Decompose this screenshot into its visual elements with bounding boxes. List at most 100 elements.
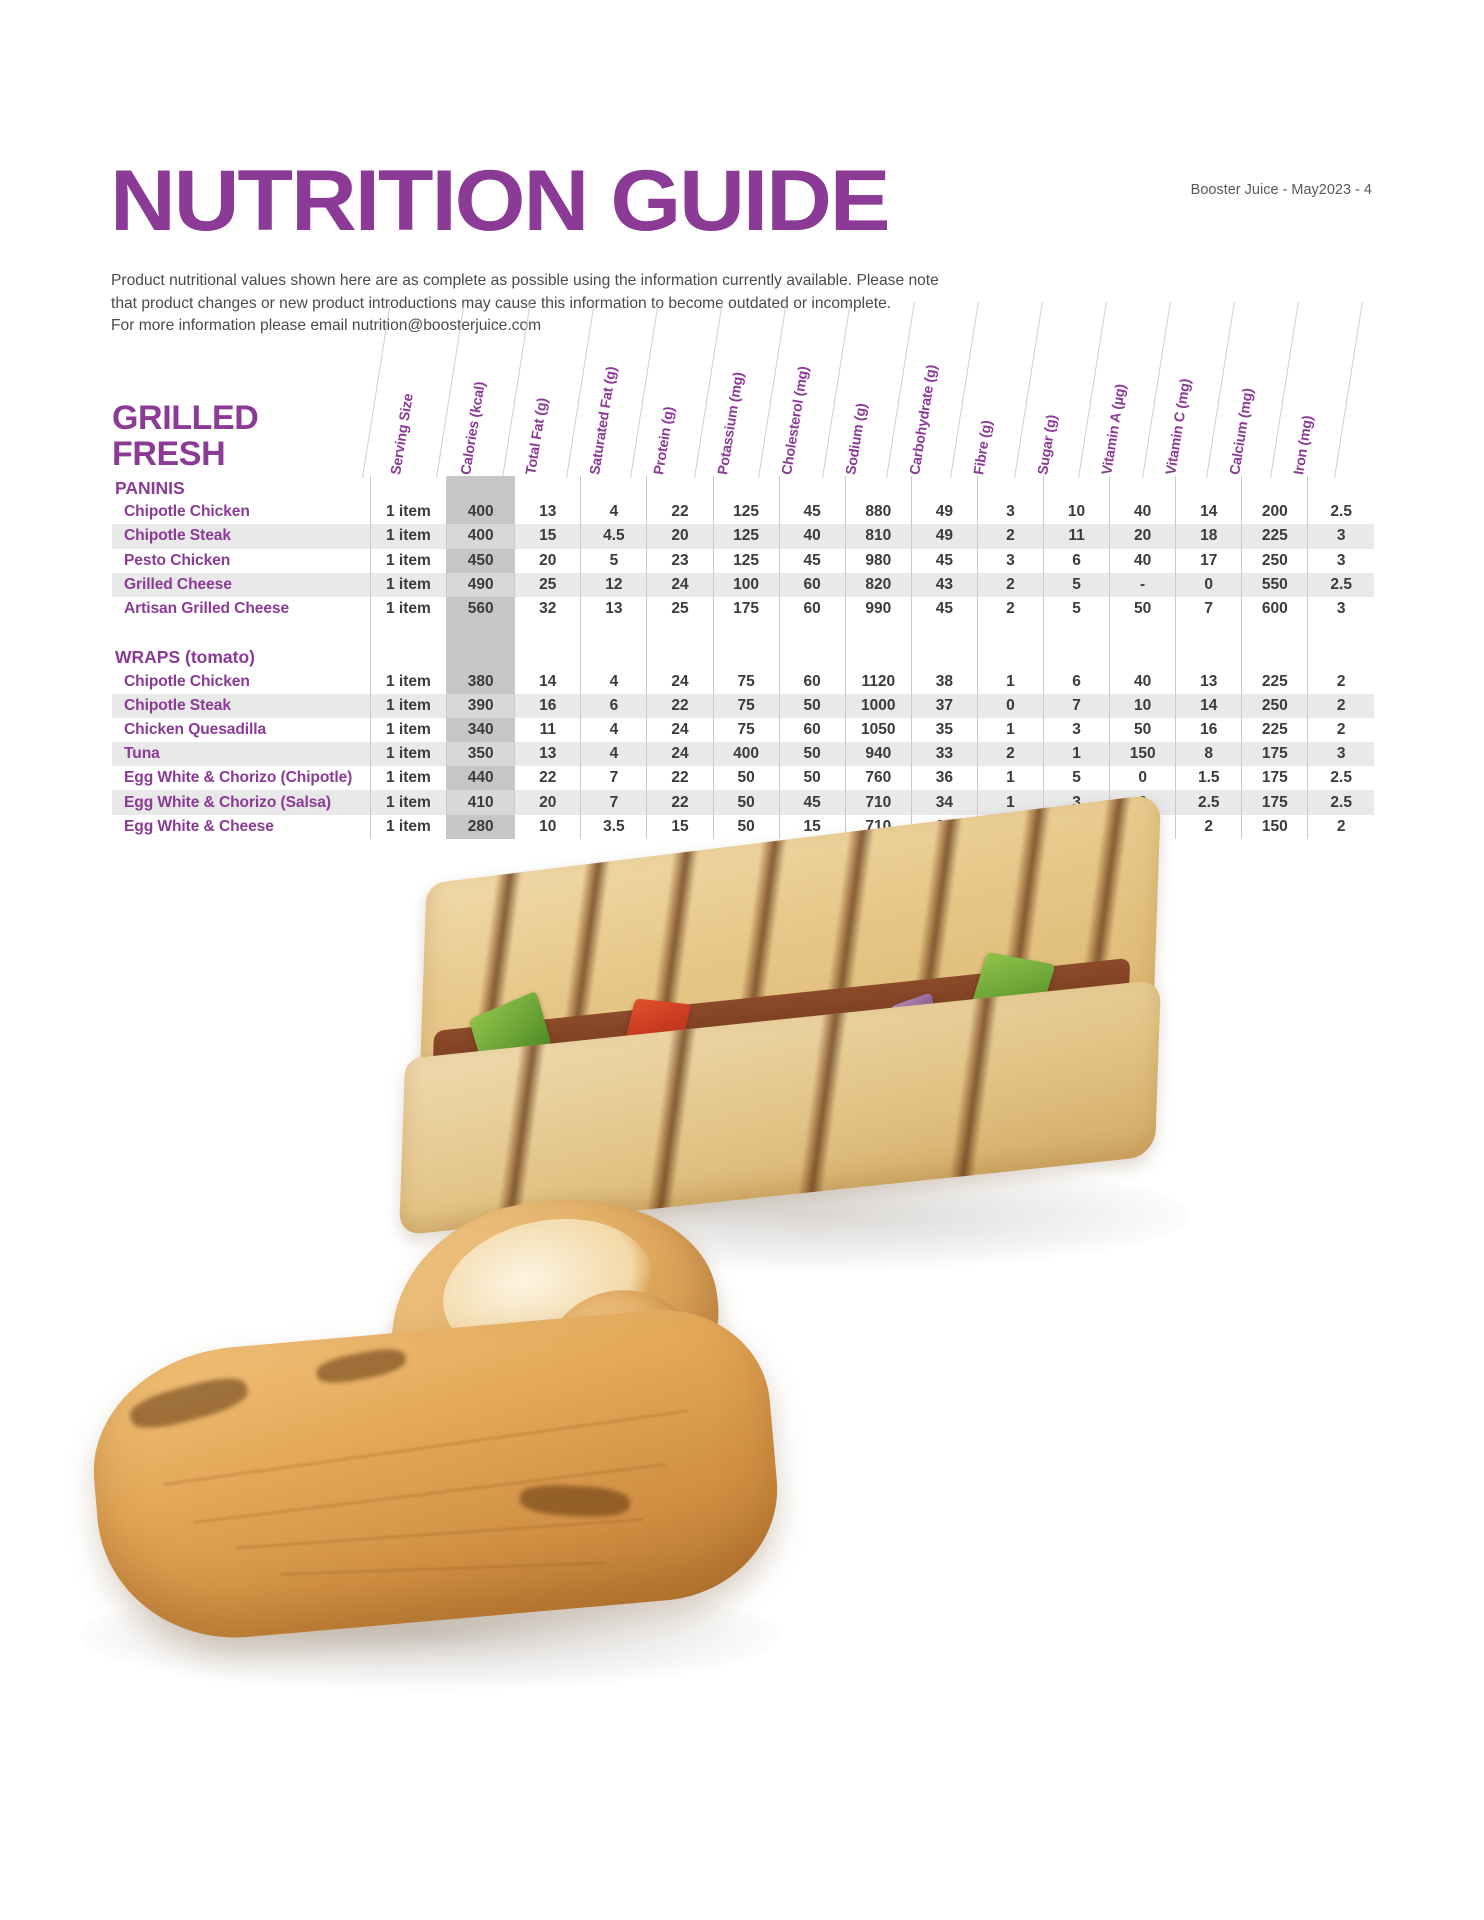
table-row[interactable]: Egg White & Cheese 1 item 280 10 3.5 15 50 15 71…: [112, 814, 1374, 839]
cell-fibre-g: 2: [976, 572, 1044, 597]
product-name: Egg White & Chorizo (Chipotle): [124, 769, 353, 787]
cell-calories-kcal: 560: [446, 596, 515, 622]
cell-fibre-g: 3: [976, 548, 1044, 573]
cell-protein-g: 24: [646, 669, 714, 694]
spacer-cell: [646, 621, 714, 646]
table-spacer-row: [112, 621, 1374, 646]
cell-protein-g: 22: [646, 500, 714, 525]
cell-protein-g: 20: [646, 524, 714, 549]
spacer-cell: [778, 621, 846, 646]
product-name: Chicken Quesadilla: [124, 720, 267, 738]
column-header-fibre-g: Fibre (g): [971, 419, 996, 476]
cell-sugar-g: 3: [1042, 717, 1110, 743]
table-row[interactable]: Artisan Grilled Cheese 1 item 560 32 13 25 175…: [112, 596, 1374, 622]
header-separator: [1334, 302, 1363, 479]
table-row[interactable]: Chipotle Steak 1 item 390 16 6 22 75 50 1000 37 0 7…: [112, 693, 1374, 718]
cell-sodium-g: 710: [844, 790, 912, 815]
section-header-cell: [1241, 476, 1308, 501]
cell-calcium-mg: 600: [1241, 596, 1308, 622]
cell-calories-kcal: 450: [446, 548, 515, 573]
cell-potassium-mg: 75: [712, 669, 780, 694]
cell-iron-mg: 2: [1307, 814, 1374, 839]
cell-serving-size: 1 item: [369, 572, 447, 597]
cell-vitamin-c-mg: 13: [1175, 669, 1242, 694]
cell-vitamin-a-g: 40: [1109, 669, 1176, 694]
cell-fibre-g: 2: [976, 524, 1044, 549]
product-name: Egg White & Chorizo (Salsa): [124, 793, 331, 811]
product-name: Chipotle Steak: [124, 527, 231, 545]
cell-vitamin-c-mg: 14: [1175, 693, 1242, 718]
cell-carbohydrate-g: 36: [910, 766, 978, 791]
cell-cholesterol-mg: 40: [778, 524, 846, 549]
cell-vitamin-c-mg: 17: [1175, 548, 1242, 573]
spacer-cell: [446, 621, 515, 646]
cell-calcium-mg: 175: [1241, 742, 1308, 767]
intro-paragraph: Product nutritional values shown here ar…: [111, 270, 991, 338]
cell-carbohydrate-g: 45: [910, 548, 978, 573]
cell-vitamin-a-g: -: [1109, 572, 1176, 597]
cell-potassium-mg: 50: [712, 814, 780, 839]
section-header-cell: [712, 645, 780, 670]
cell-saturated-fat-g: 4: [580, 500, 647, 525]
table-row[interactable]: Chipotle Steak 1 item 400 15 4.5 20 125 40 810 49…: [112, 524, 1374, 549]
cell-total-fat-g: 20: [514, 790, 581, 815]
cell-serving-size: 1 item: [369, 524, 447, 549]
cell-calcium-mg: 175: [1241, 790, 1308, 815]
intro-line-1: Product nutritional values shown here ar…: [111, 272, 939, 289]
cell-carbohydrate-g: 45: [910, 596, 978, 622]
spacer-cell: [580, 621, 647, 646]
column-header-carbohydrate-g: Carbohydrate (g): [907, 363, 941, 476]
cell-carbohydrate-g: 33: [910, 742, 978, 767]
cell-saturated-fat-g: 4: [580, 717, 647, 743]
column-header-protein-g: Protein (g): [651, 405, 678, 476]
section-header-cell: [976, 476, 1044, 501]
table-row[interactable]: Chipotle Chicken 1 item 380 14 4 24 75 60 1120 38…: [112, 669, 1374, 694]
cell-potassium-mg: 175: [712, 596, 780, 622]
table-row[interactable]: Tuna 1 item 350 13 4 24 400 50 940 33 2 1 150 8 175 3: [112, 742, 1374, 767]
section-header-cell: [1307, 645, 1374, 670]
section-title: PANINIS: [115, 477, 185, 498]
cell-protein-g: 24: [646, 572, 714, 597]
cell-saturated-fat-g: 5: [580, 548, 647, 573]
product-name: Tuna: [124, 745, 160, 763]
nutrition-table: PANINIS Chipotle Chicken 1 item 400 13 4 22 125…: [112, 476, 1374, 839]
table-row[interactable]: Pesto Chicken 1 item 450 20 5 23 125 45 980 45 3 6 4…: [112, 548, 1374, 573]
cell-calories-kcal: 400: [446, 524, 515, 549]
cell-total-fat-g: 22: [514, 766, 581, 791]
cell-sodium-g: 990: [844, 596, 912, 622]
section-header-row: WRAPS (tomato): [112, 645, 1374, 670]
cell-protein-g: 22: [646, 693, 714, 718]
section-header-cell: [712, 476, 780, 501]
cell-iron-mg: 2.5: [1307, 766, 1374, 791]
cell-sugar-g: 6: [1042, 669, 1110, 694]
product-name: Egg White & Cheese: [124, 817, 274, 835]
column-header-calories-kcal: Calories (kcal): [458, 380, 489, 476]
page-title: NUTRITION GUIDE: [110, 153, 891, 249]
cell-protein-g: 15: [646, 814, 714, 839]
cell-fibre-g: 0: [976, 693, 1044, 718]
section-header-cell: [1241, 645, 1308, 670]
cell-sodium-g: 810: [844, 524, 912, 549]
cell-saturated-fat-g: 12: [580, 572, 647, 597]
table-row[interactable]: Chicken Quesadilla 1 item 340 11 4 24 75 60 1050…: [112, 717, 1374, 743]
cell-protein-g: 22: [646, 766, 714, 791]
table-row[interactable]: Egg White & Chorizo (Chipotle) 1 item 440 2…: [112, 766, 1374, 791]
section-header-cell: [369, 476, 447, 501]
cell-total-fat-g: 10: [514, 814, 581, 839]
product-name: Pesto Chicken: [124, 551, 231, 569]
spacer-cell: [976, 621, 1044, 646]
table-row[interactable]: Chipotle Chicken 1 item 400 13 4 22 125 45 880 49…: [112, 500, 1374, 525]
cell-cholesterol-mg: 60: [778, 572, 846, 597]
section-header-cell: [844, 476, 912, 501]
cell-serving-size: 1 item: [369, 790, 447, 815]
intro-line-3: For more information please email nutrit…: [111, 317, 542, 335]
cell-serving-size: 1 item: [369, 742, 447, 767]
cell-iron-mg: 2.5: [1307, 790, 1374, 815]
table-row[interactable]: Grilled Cheese 1 item 490 25 12 24 100 60 820 43 2…: [112, 572, 1374, 597]
section-header-cell: [580, 645, 647, 670]
table-row[interactable]: Egg White & Chorizo (Salsa) 1 item 410 20 7 2…: [112, 790, 1374, 815]
section-header-cell: [446, 645, 515, 670]
cell-fibre-g: 1: [976, 717, 1044, 743]
cell-vitamin-c-mg: 16: [1175, 717, 1242, 743]
cell-calories-kcal: 410: [446, 790, 515, 815]
